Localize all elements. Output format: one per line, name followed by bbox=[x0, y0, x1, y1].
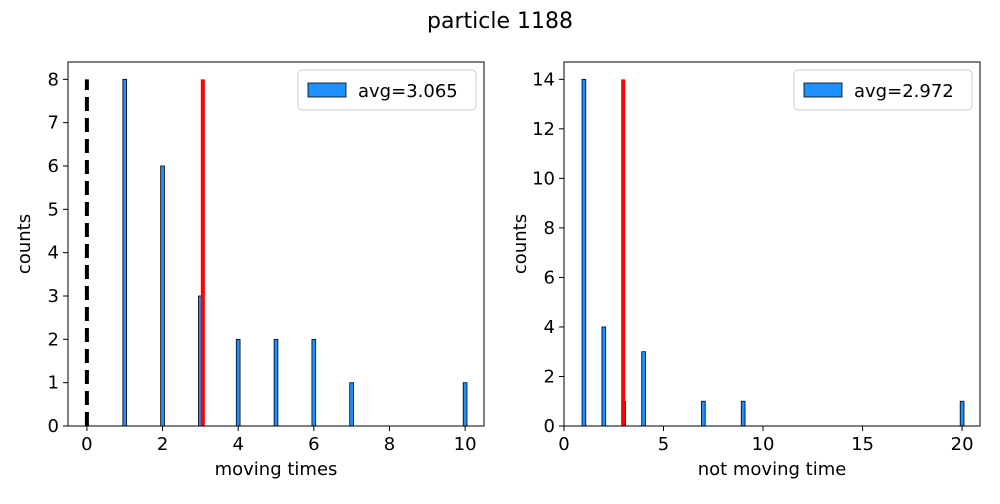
chart-2-x-tick-label: 10 bbox=[752, 434, 775, 455]
chart-1-bar-5 bbox=[273, 338, 279, 427]
chart-1-x-tick-label: 6 bbox=[308, 434, 319, 455]
chart-1-bar-7 bbox=[349, 382, 354, 427]
chart-1-y-tick-label: 6 bbox=[48, 156, 59, 177]
chart-2-y-axis-label: counts bbox=[510, 214, 531, 274]
chart-2-y-tick-label: 12 bbox=[532, 119, 555, 140]
chart-1-y-tick-label: 7 bbox=[48, 113, 59, 134]
chart-1-y-tick-label: 4 bbox=[48, 243, 59, 264]
chart-2-axes-frame bbox=[563, 61, 981, 427]
chart-1-legend-label: avg=3.065 bbox=[358, 81, 458, 102]
chart-1-y-tick-label: 3 bbox=[48, 286, 59, 307]
chart-1-bar-2 bbox=[160, 165, 165, 427]
chart-2-legend bbox=[793, 69, 973, 111]
chart-1-y-tick-label: 5 bbox=[48, 199, 59, 220]
chart-1-y-tick-label: 2 bbox=[48, 329, 59, 350]
chart-1-x-tick-label: 10 bbox=[454, 434, 477, 455]
chart-2-y-tick-label: 6 bbox=[544, 267, 555, 288]
chart-1-bar-4 bbox=[235, 338, 241, 427]
chart-1-x-tick-label: 4 bbox=[232, 434, 243, 455]
chart-2-x-tick-label: 5 bbox=[658, 434, 669, 455]
chart-1-x-tick-label: 0 bbox=[81, 434, 92, 455]
chart-2-legend-label: avg=2.972 bbox=[854, 81, 954, 102]
chart-2-y-tick-label: 10 bbox=[532, 168, 555, 189]
chart-1-axes-frame bbox=[67, 61, 485, 427]
chart-2-bar-7 bbox=[959, 400, 965, 427]
chart-1-legend bbox=[297, 69, 477, 111]
chart-2-legend-swatch bbox=[803, 82, 843, 98]
chart-2-bar-2 bbox=[601, 326, 607, 427]
chart-1-x-axis-label: moving times bbox=[215, 459, 338, 480]
chart-2-y-tick-label: 2 bbox=[544, 366, 555, 387]
chart-2-bar-1 bbox=[581, 78, 587, 427]
chart-1-bar-8 bbox=[462, 382, 468, 427]
chart-2-y-tick-label: 4 bbox=[544, 317, 555, 338]
chart-1-y-tick-label: 0 bbox=[48, 416, 59, 437]
chart-1-bar-6 bbox=[311, 338, 317, 427]
chart-1-y-tick-label: 8 bbox=[48, 69, 59, 90]
chart-2-bar-4 bbox=[641, 351, 646, 427]
chart-1-x-tick-label: 8 bbox=[384, 434, 395, 455]
chart-2-x-tick-label: 15 bbox=[851, 434, 874, 455]
chart-1-y-tick-label: 1 bbox=[48, 373, 59, 394]
chart-2-x-tick-label: 20 bbox=[951, 434, 974, 455]
chart-1-legend-swatch bbox=[307, 82, 347, 98]
chart-1-bar-1 bbox=[122, 78, 128, 427]
chart-2-y-tick-label: 8 bbox=[544, 218, 555, 239]
chart-2-bar-5 bbox=[701, 400, 706, 427]
chart-2-y-tick-label: 0 bbox=[544, 416, 555, 437]
chart-1-y-axis-label: counts bbox=[14, 214, 35, 274]
figure-title: particle 1188 bbox=[427, 9, 573, 34]
chart-2-y-tick-label: 14 bbox=[532, 69, 555, 90]
chart-1-x-tick-label: 2 bbox=[157, 434, 168, 455]
chart-2-x-axis-label: not moving time bbox=[698, 459, 847, 480]
chart-2-x-tick-label: 0 bbox=[558, 434, 569, 455]
chart-2-bar-6 bbox=[740, 400, 746, 427]
